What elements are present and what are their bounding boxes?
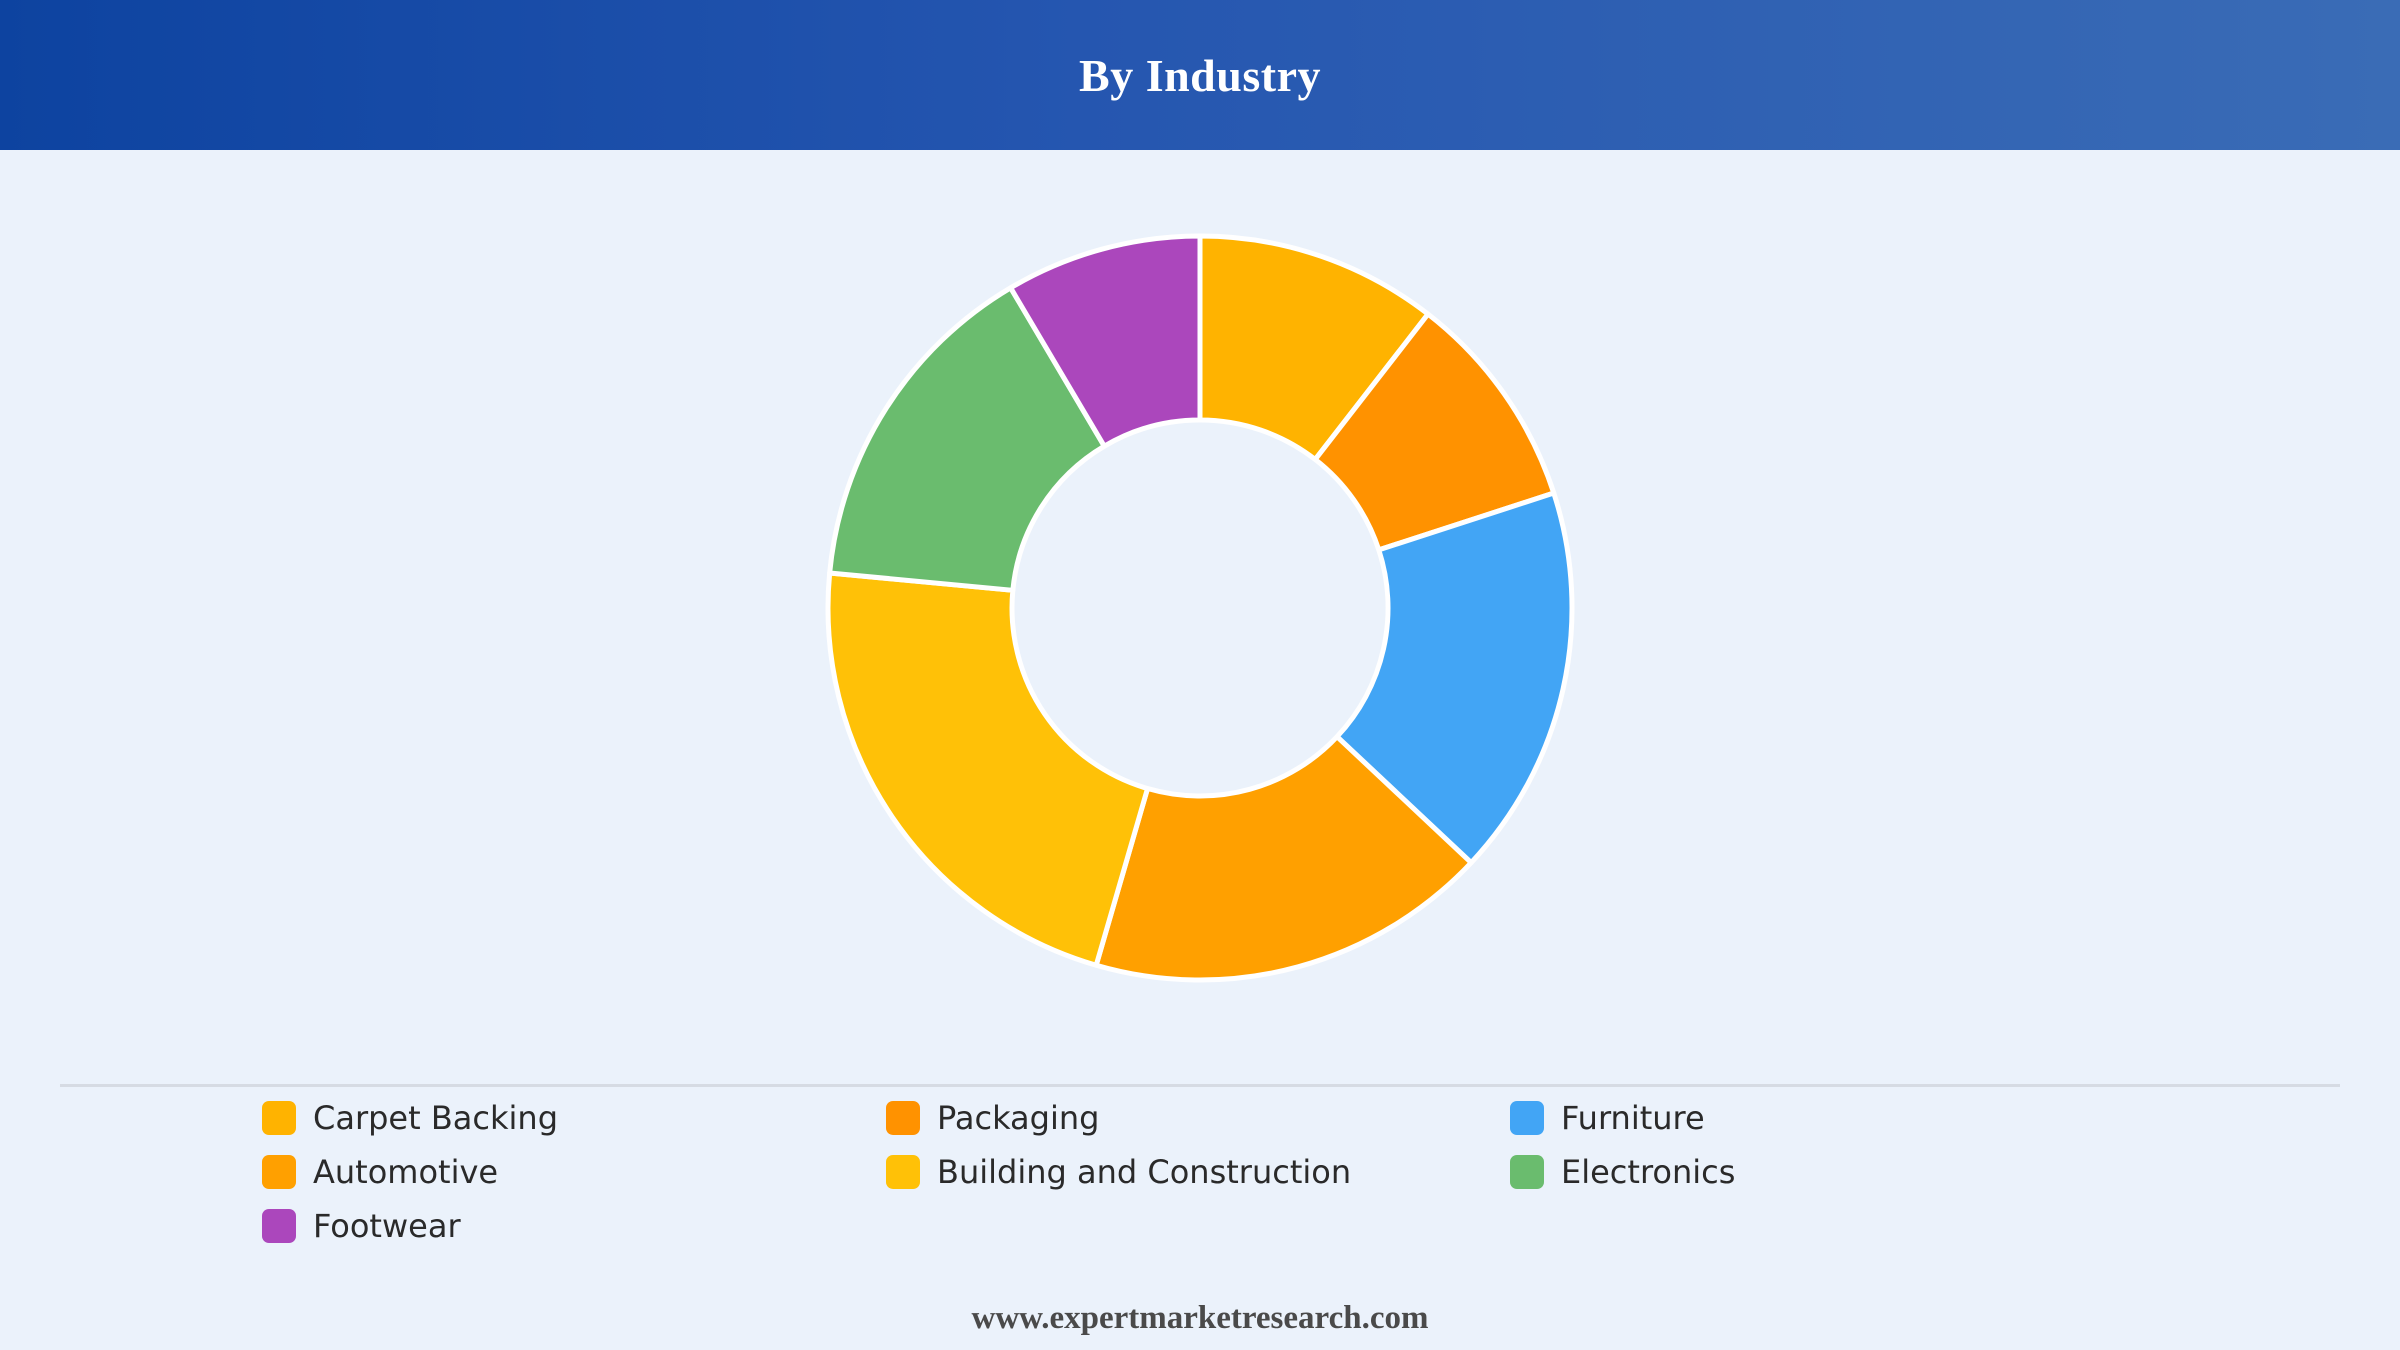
legend-swatch bbox=[262, 1209, 296, 1243]
slice-carpet-backing[interactable] bbox=[1197, 233, 1431, 462]
legend-item-electronics[interactable]: Electronics bbox=[1510, 1153, 2134, 1191]
donut-chart bbox=[825, 233, 1575, 983]
legend-label: Building and Construction bbox=[937, 1153, 1352, 1191]
source-footer: www.expertmarketresearch.com bbox=[971, 1300, 1429, 1336]
chart-title: By Industry bbox=[1079, 49, 1321, 101]
legend-item-carpet-backing[interactable]: Carpet Backing bbox=[262, 1099, 886, 1137]
legend-swatch bbox=[886, 1101, 920, 1135]
legend-label: Footwear bbox=[313, 1207, 461, 1245]
slice-building-and-construction[interactable] bbox=[825, 570, 1151, 968]
legend-item-building-and-construction[interactable]: Building and Construction bbox=[886, 1153, 1510, 1191]
legend-item-packaging[interactable]: Packaging bbox=[886, 1099, 1510, 1137]
legend-label: Electronics bbox=[1561, 1153, 1736, 1191]
legend-item-automotive[interactable]: Automotive bbox=[262, 1153, 886, 1191]
chart-area bbox=[0, 150, 2400, 1080]
legend-divider bbox=[60, 1084, 2340, 1087]
legend-item-footwear[interactable]: Footwear bbox=[262, 1207, 886, 1245]
slice-automotive[interactable] bbox=[1093, 734, 1474, 983]
header-banner: By Industry bbox=[0, 0, 2400, 150]
legend-label: Automotive bbox=[313, 1153, 499, 1191]
slice-furniture[interactable] bbox=[1334, 490, 1575, 866]
legend-label: Packaging bbox=[937, 1099, 1100, 1137]
slice-electronics[interactable] bbox=[827, 285, 1107, 593]
legend-swatch bbox=[1510, 1155, 1544, 1189]
legend: Carpet Backing Packaging Furniture Autom… bbox=[262, 1099, 2162, 1245]
legend-swatch bbox=[1510, 1101, 1544, 1135]
legend-swatch bbox=[886, 1155, 920, 1189]
legend-label: Furniture bbox=[1561, 1099, 1705, 1137]
slice-footwear[interactable] bbox=[1008, 233, 1203, 449]
legend-label: Carpet Backing bbox=[313, 1099, 558, 1137]
legend-swatch bbox=[262, 1101, 296, 1135]
legend-swatch bbox=[262, 1155, 296, 1189]
legend-item-furniture[interactable]: Furniture bbox=[1510, 1099, 2134, 1137]
